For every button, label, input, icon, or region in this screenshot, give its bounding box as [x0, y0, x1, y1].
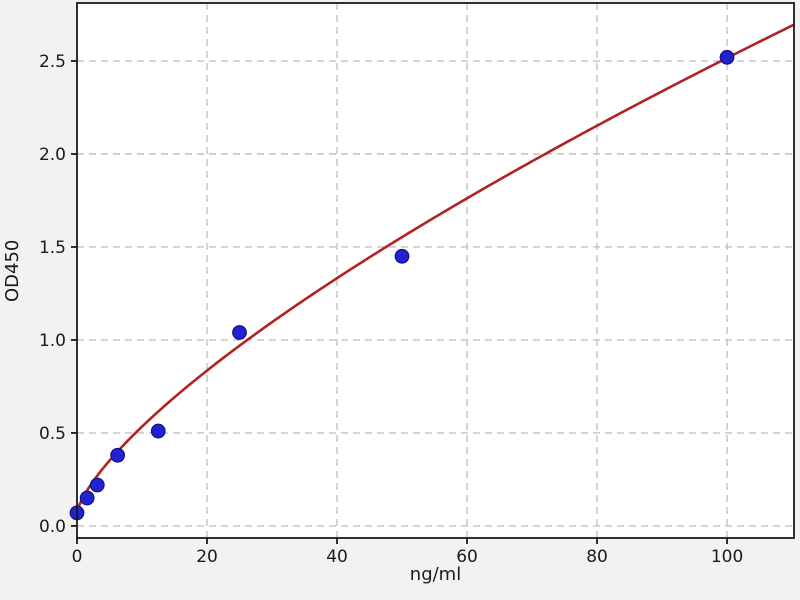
- x-tick-label: 100: [711, 547, 743, 567]
- data-point: [232, 325, 247, 340]
- x-tick-label: 40: [326, 547, 348, 567]
- data-point: [110, 447, 126, 463]
- y-tick-label: 1.5: [39, 238, 66, 258]
- y-tick-label: 0.5: [39, 424, 66, 444]
- x-tick-label: 80: [586, 547, 608, 567]
- x-tick-label: 0: [72, 547, 83, 567]
- plot-area: [77, 3, 794, 538]
- y-tick-label: 2.5: [39, 52, 66, 72]
- data-point: [394, 248, 410, 264]
- data-point: [719, 49, 735, 65]
- y-tick-label: 1.0: [39, 331, 66, 351]
- axes-spines: [76, 2, 795, 539]
- x-tick-label: 60: [456, 547, 478, 567]
- y-tick-label: 0.0: [39, 517, 66, 537]
- y-tick-label: 2.0: [39, 145, 66, 165]
- data-point: [79, 490, 95, 506]
- data-point: [150, 423, 166, 439]
- data-point: [89, 477, 105, 493]
- fit-curve-line: [75, 23, 795, 515]
- x-tick-label: 20: [196, 547, 218, 567]
